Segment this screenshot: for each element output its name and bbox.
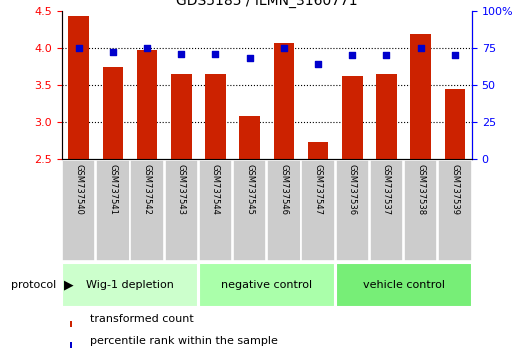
Bar [62,160,95,261]
Bar [273,42,294,159]
Bar [308,142,328,159]
Text: ▶: ▶ [64,279,74,291]
Bar [137,50,157,159]
Point [177,51,185,57]
Point [109,50,117,55]
Text: GSM737540: GSM737540 [74,164,83,215]
Bar [240,116,260,159]
Bar [370,160,403,261]
Point [74,45,83,51]
Text: GSM737541: GSM737541 [108,164,117,215]
Bar [233,160,266,261]
Bar [130,160,164,261]
Text: Wig-1 depletion: Wig-1 depletion [86,280,174,290]
Text: GSM737542: GSM737542 [143,164,151,215]
Text: GSM737544: GSM737544 [211,164,220,215]
Point [382,52,390,58]
Text: GSM737537: GSM737537 [382,164,391,216]
Bar [336,160,369,261]
Text: transformed count: transformed count [90,314,194,325]
Text: percentile rank within the sample: percentile rank within the sample [90,336,278,346]
Text: negative control: negative control [221,280,312,290]
Text: GSM737546: GSM737546 [280,164,288,216]
Bar [445,88,465,159]
Bar [68,16,89,159]
Title: GDS5185 / ILMN_3160771: GDS5185 / ILMN_3160771 [176,0,358,8]
Bar [438,160,471,261]
Text: GSM737547: GSM737547 [313,164,323,216]
Bar [171,74,191,159]
Point [211,51,220,57]
Bar [342,76,363,159]
Bar [301,160,335,261]
Bar [410,34,431,159]
Bar [199,263,335,307]
Bar [103,67,123,159]
Text: GSM737539: GSM737539 [450,164,459,216]
Point [417,45,425,51]
Point [348,52,357,58]
Bar [336,263,471,307]
Point [246,55,254,61]
Text: vehicle control: vehicle control [363,280,445,290]
Point [143,45,151,51]
Bar [199,160,232,261]
Bar [404,160,438,261]
Bar [267,160,301,261]
Bar [165,160,198,261]
Text: GSM737545: GSM737545 [245,164,254,215]
Bar [376,74,397,159]
Bar [70,321,72,327]
Text: GSM737543: GSM737543 [177,164,186,216]
Bar [96,160,130,261]
Text: protocol: protocol [11,280,56,290]
Point [280,45,288,51]
Text: GSM737538: GSM737538 [416,164,425,216]
Bar [70,342,72,348]
Point [451,52,459,58]
Bar [62,263,198,307]
Text: GSM737536: GSM737536 [348,164,357,216]
Bar [205,74,226,159]
Point [314,61,322,67]
